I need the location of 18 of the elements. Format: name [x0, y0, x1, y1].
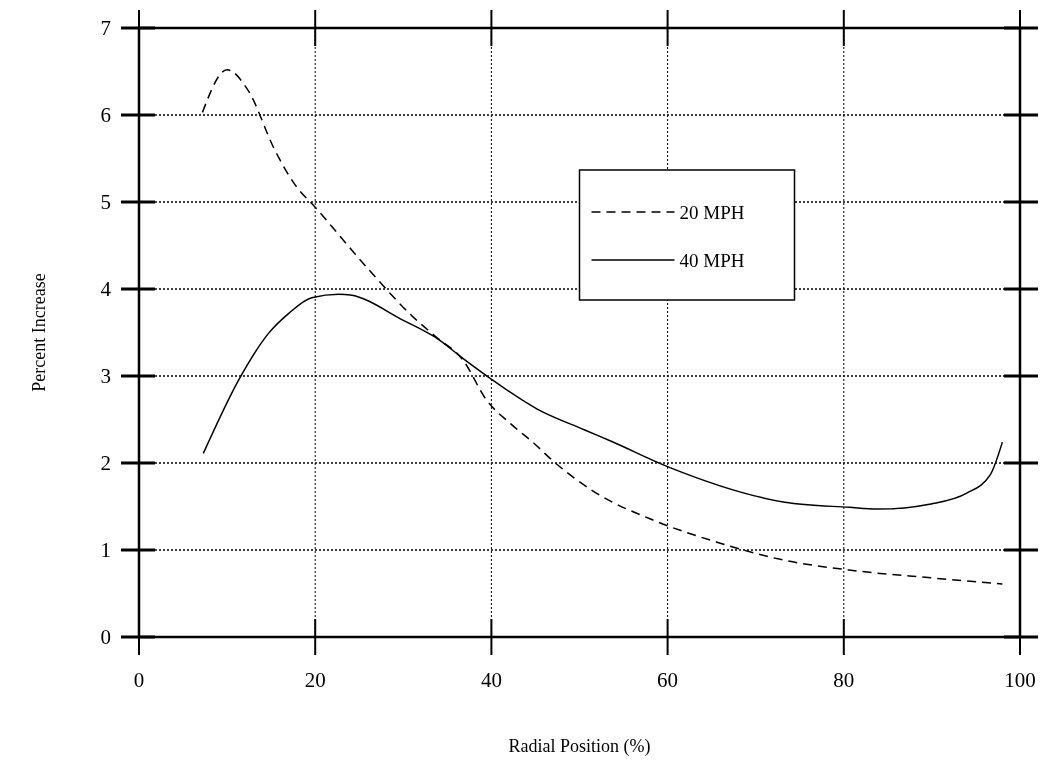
x-tick-label: 20 [304, 668, 326, 692]
y-tick-label: 0 [100, 625, 111, 650]
x-tick-label: 80 [833, 668, 855, 692]
y-tick-label: 4 [100, 277, 112, 302]
y-tick-label: 5 [100, 190, 111, 215]
x-tick-label: 100 [1004, 668, 1036, 692]
legend-label: 20 MPH [679, 201, 745, 223]
y-tick-label: 1 [100, 538, 111, 563]
x-tick-label: 60 [657, 668, 679, 692]
x-tick-label: 40 [480, 668, 502, 692]
x-tick-label: 0 [133, 668, 145, 692]
y-tick-label: 6 [100, 103, 111, 128]
y-axis-title: Percent Increase [29, 273, 49, 392]
y-tick-label: 2 [100, 451, 111, 476]
legend-label: 40 MPH [679, 249, 745, 271]
x-axis-title: Radial Position (%) [508, 736, 651, 757]
y-tick-label: 3 [100, 364, 111, 389]
y-tick-label: 7 [100, 16, 111, 41]
